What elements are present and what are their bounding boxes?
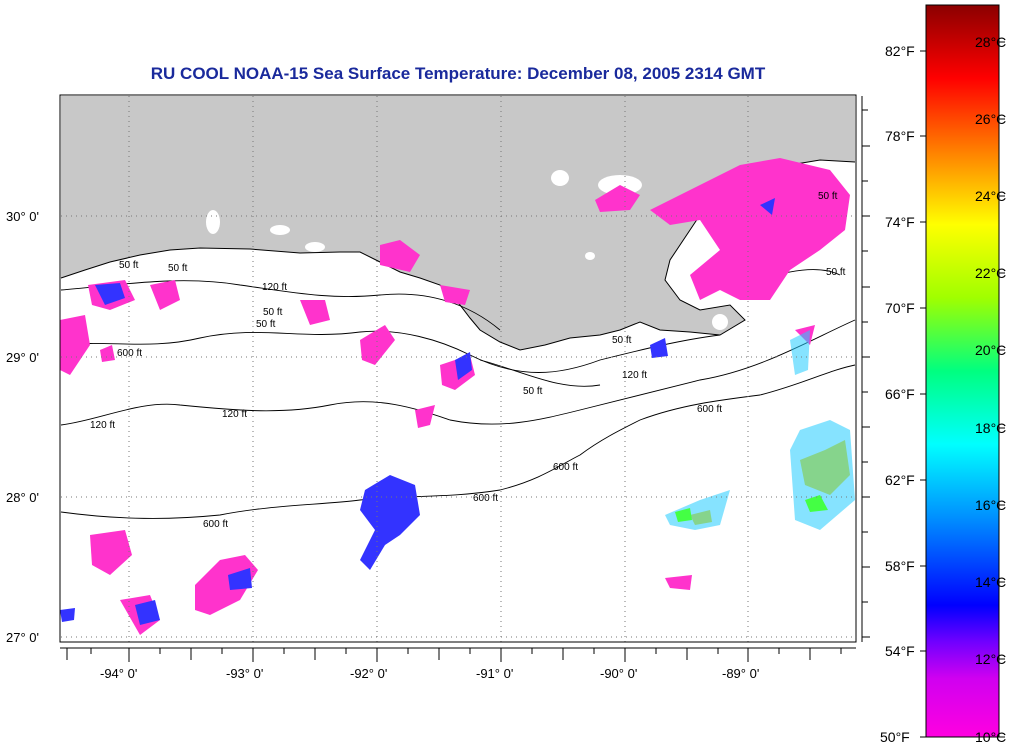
celsius-label: 16°C [975, 497, 1006, 513]
fahrenheit-label-group: 82°F 78°F 74°F 70°F 66°F 62°F 58°F 54°F … [880, 43, 915, 745]
contour-label: 600 ft [553, 462, 578, 473]
color-gradient [925, 4, 1000, 738]
lat-label: 30° 0' [6, 209, 39, 224]
contour-label: 50 ft [168, 263, 188, 274]
celsius-label-group: 28°C 26°C 24°C 22°C 20°C 18°C 16°C 14°C … [975, 34, 1006, 745]
celsius-label: 22°C [975, 265, 1006, 281]
lon-label: -89° 0' [722, 666, 759, 681]
lat-label: 29° 0' [6, 350, 39, 365]
celsius-label: 28°C [975, 34, 1006, 50]
lat-label: 28° 0' [6, 490, 39, 505]
celsius-label: 18°C [975, 420, 1006, 436]
fahrenheit-label: 78°F [885, 128, 915, 144]
lon-label: -92° 0' [350, 666, 387, 681]
contour-label: 600 ft [697, 404, 722, 415]
contour-label: 50 ft [256, 319, 276, 330]
graticule [61, 96, 855, 642]
celsius-label: 26°C [975, 111, 1006, 127]
celsius-label: 24°C [975, 188, 1006, 204]
contour-label: 600 ft [203, 519, 228, 530]
axis-ticks [60, 96, 870, 662]
contour-label: 50 ft [523, 386, 543, 397]
lon-label: -94° 0' [100, 666, 137, 681]
contour-label-group: 50 ft 50 ft 120 ft 50 ft 50 ft 600 ft 12… [90, 191, 846, 530]
contour-label: 50 ft [119, 260, 139, 271]
colorbar-ticks [920, 41, 1005, 738]
fahrenheit-label: 82°F [885, 43, 915, 59]
fahrenheit-label: 58°F [885, 558, 915, 574]
contour-label: 120 ft [90, 420, 115, 431]
lon-label: -91° 0' [476, 666, 513, 681]
lon-label: -90° 0' [600, 666, 637, 681]
fahrenheit-label: 50°F [880, 729, 910, 745]
sst-map: 50 ft 50 ft 120 ft 50 ft 50 ft 600 ft 12… [6, 94, 870, 681]
map-title: RU COOL NOAA-15 Sea Surface Temperature:… [150, 64, 766, 83]
sst-patches [60, 158, 855, 635]
lon-label-group: -94° 0' -93° 0' -92° 0' -91° 0' -90° 0' … [100, 666, 759, 681]
lat-label-group: 30° 0' 29° 0' 28° 0' 27° 0' [6, 209, 39, 645]
fahrenheit-label: 66°F [885, 386, 915, 402]
contour-label: 50 ft [612, 335, 632, 346]
contour-label: 50 ft [818, 191, 838, 202]
coastline [60, 159, 856, 351]
contour-label: 600 ft [117, 348, 142, 359]
map-frame [59, 94, 857, 643]
contour-label: 120 ft [222, 409, 247, 420]
celsius-label: 10°C [975, 729, 1006, 745]
fahrenheit-label: 70°F [885, 300, 915, 316]
celsius-label: 12°C [975, 651, 1006, 667]
fahrenheit-label: 74°F [885, 214, 915, 230]
lon-label: -93° 0' [226, 666, 263, 681]
celsius-label: 20°C [975, 342, 1006, 358]
contour-label: 50 ft [826, 267, 846, 278]
contour-label: 600 ft [473, 493, 498, 504]
celsius-label: 14°C [975, 574, 1006, 590]
fahrenheit-label: 62°F [885, 472, 915, 488]
contour-label: 120 ft [262, 282, 287, 293]
contour-label: 50 ft [263, 307, 283, 318]
land-mass [61, 96, 855, 350]
contour-label: 120 ft [622, 370, 647, 381]
fahrenheit-label: 54°F [885, 643, 915, 659]
lat-label: 27° 0' [6, 630, 39, 645]
